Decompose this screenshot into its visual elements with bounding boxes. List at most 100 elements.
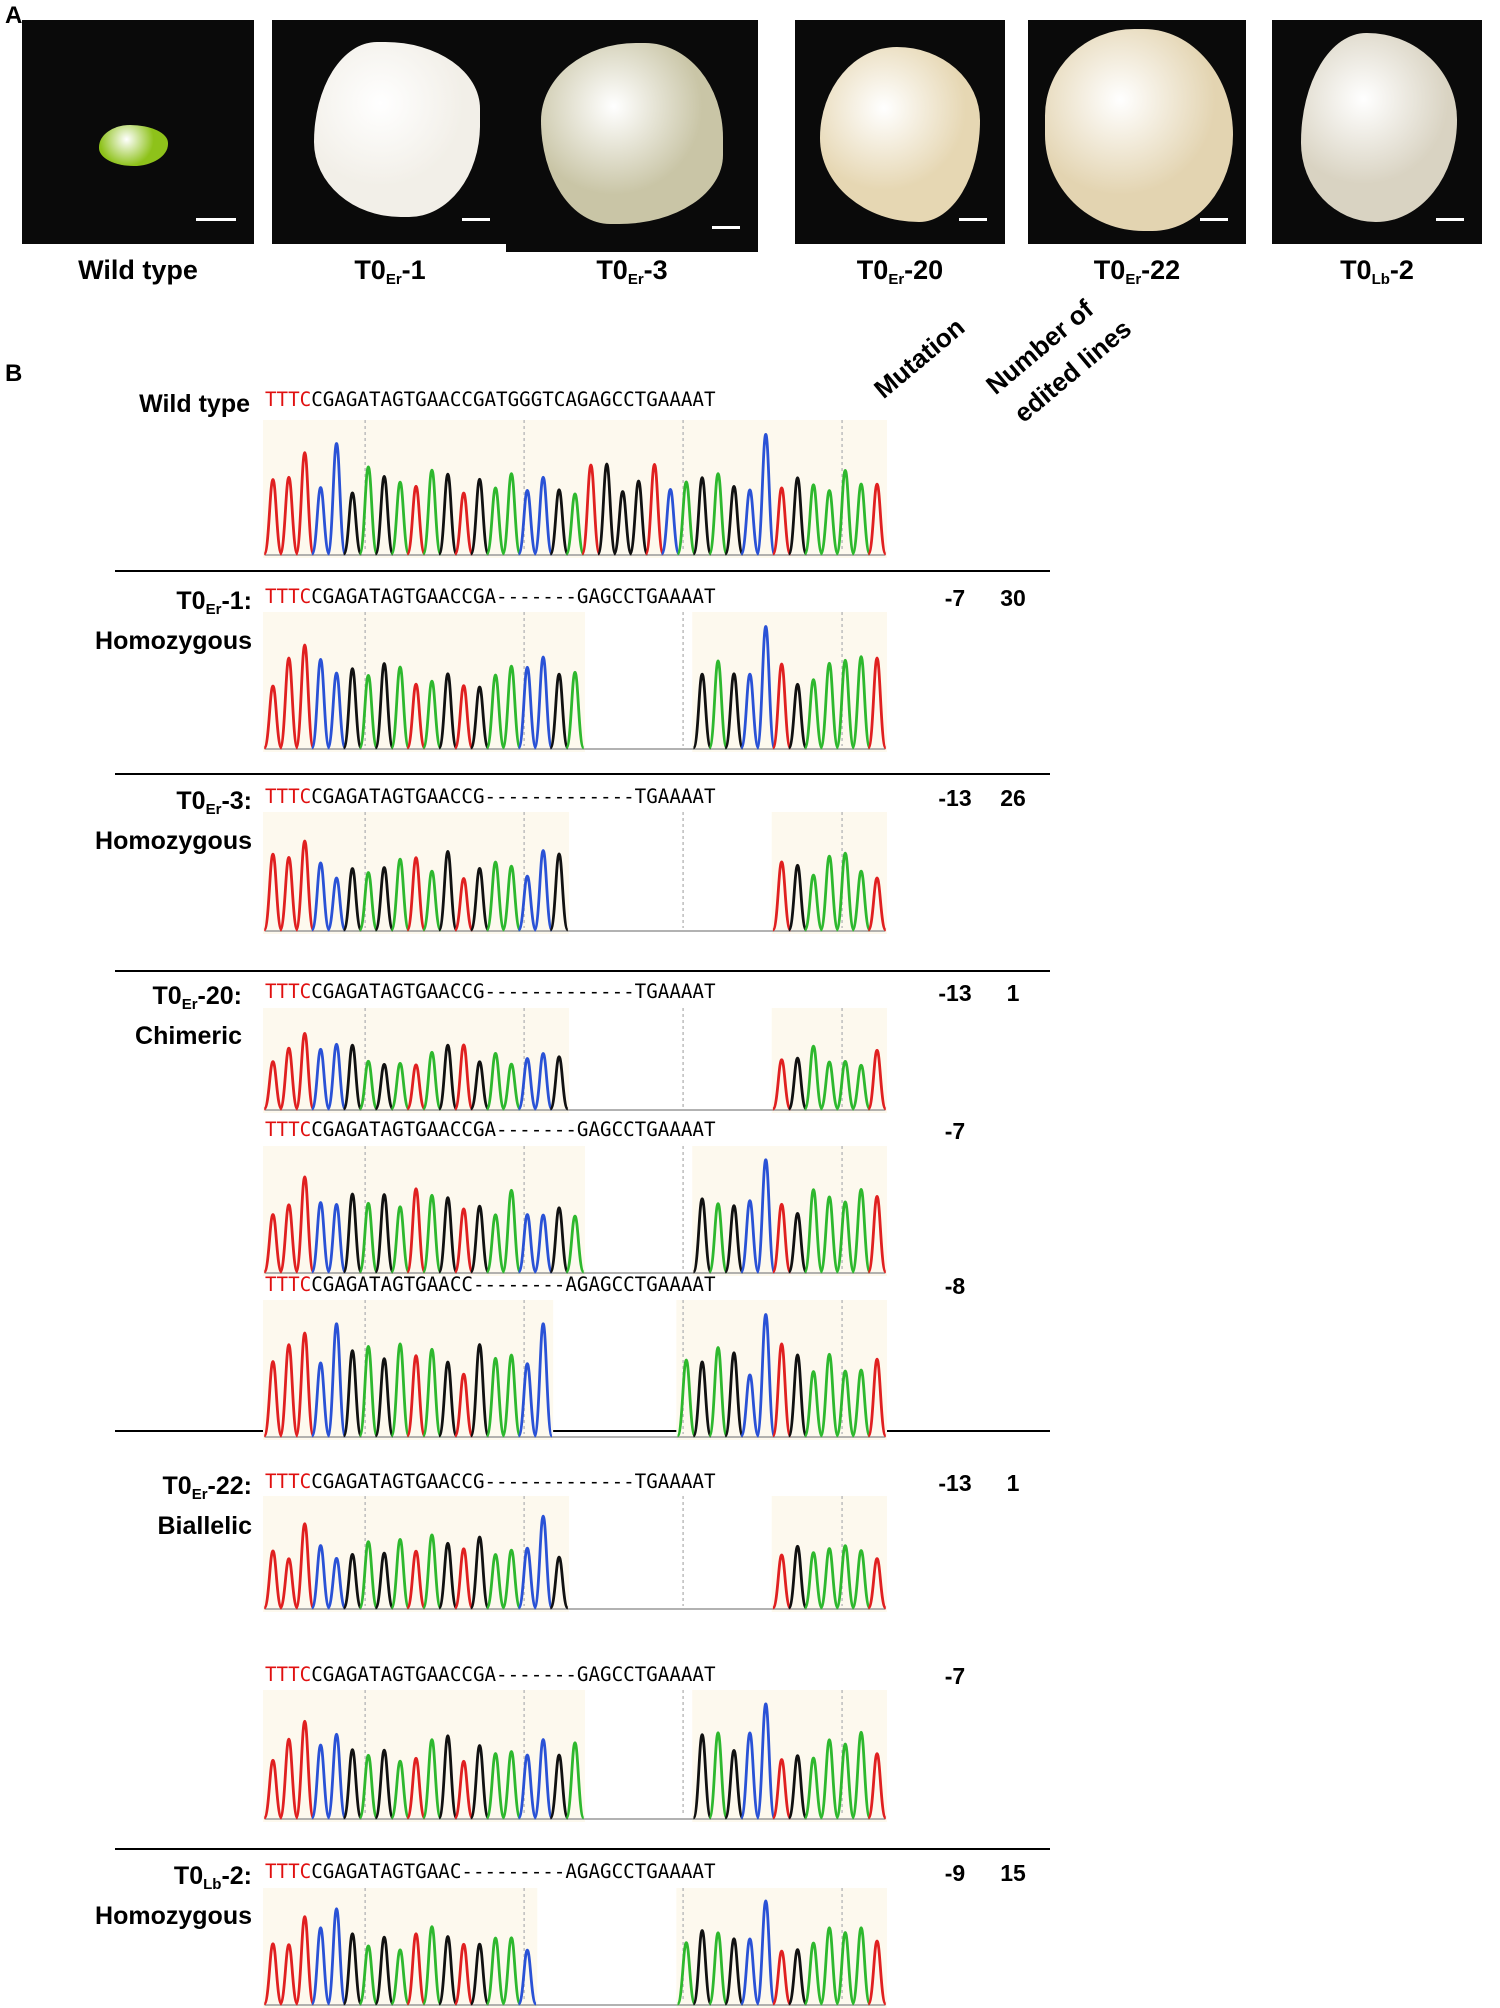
caption-subscript: Er xyxy=(385,271,402,288)
mutation-size-value: -7 xyxy=(944,585,966,611)
genotype-text: Biallelic xyxy=(157,1512,253,1540)
base-peak xyxy=(469,867,490,932)
scale-bar xyxy=(1200,218,1228,221)
base-peak xyxy=(262,684,284,750)
callus-tissue xyxy=(541,43,723,225)
base-peak xyxy=(469,1060,490,1111)
base-peak xyxy=(533,655,554,750)
photo-caption: T0Er-20 xyxy=(780,255,1020,288)
genotype-label: Homozygous xyxy=(95,623,252,659)
base-peak xyxy=(692,1733,713,1820)
sequence-line: TTTCCGAGATAGTGAACCGA-------GAGCCTGAAAAT xyxy=(265,1663,716,1686)
base-peak xyxy=(310,658,331,750)
base-peak xyxy=(533,1052,554,1111)
genotype-text: Homozygous xyxy=(95,827,252,855)
mutation-size-value: -7 xyxy=(944,1663,966,1689)
base-peak xyxy=(326,1557,347,1610)
base-peak xyxy=(469,1744,490,1820)
base-peak xyxy=(739,672,761,750)
sequence-bases: CGAGATAGTGAACCG-------------TGAAAAT xyxy=(311,980,716,1003)
genotype-text: Chimeric xyxy=(135,1022,242,1050)
base-peak xyxy=(819,1738,840,1820)
base-peak xyxy=(294,839,315,932)
base-peak xyxy=(485,673,506,750)
base-peak xyxy=(533,475,554,556)
genotype-text: Homozygous xyxy=(95,627,252,655)
base-peak xyxy=(739,1731,761,1820)
base-peak xyxy=(437,472,458,556)
base-peak xyxy=(564,1741,586,1820)
base-peak xyxy=(723,1204,745,1274)
base-peak xyxy=(517,665,538,750)
base-peak xyxy=(723,484,745,556)
base-peak xyxy=(326,876,347,932)
base-peak xyxy=(533,1322,554,1438)
base-peak xyxy=(866,1357,888,1438)
base-peak xyxy=(342,1043,363,1111)
base-peak xyxy=(310,1201,331,1274)
base-peak xyxy=(501,1062,522,1111)
caption-suffix: -3 xyxy=(643,255,668,285)
base-peak xyxy=(262,1758,284,1820)
base-peak xyxy=(517,1362,538,1438)
mutation-size-value: -9 xyxy=(944,1860,966,1886)
base-peak xyxy=(771,486,792,556)
base-peak xyxy=(835,1369,856,1438)
base-peak xyxy=(564,1214,586,1274)
base-peak xyxy=(739,488,761,556)
base-peak xyxy=(262,478,284,556)
edited-lines-count-value: 1 xyxy=(1006,1470,1020,1496)
base-peak xyxy=(707,1346,729,1438)
base-peak xyxy=(262,852,284,932)
base-peak xyxy=(294,1175,315,1274)
base-peak xyxy=(787,1056,808,1111)
base-peak xyxy=(787,682,808,750)
base-peak xyxy=(819,854,840,932)
base-peak xyxy=(326,1042,347,1111)
base-peak xyxy=(501,664,522,750)
sequence-line: TTTCCGAGATAGTGAACC--------AGAGCCTGAAAAT xyxy=(265,1273,716,1296)
trace-background xyxy=(771,812,887,934)
base-peak xyxy=(278,1343,299,1438)
photo-caption: T0Er-22 xyxy=(1017,255,1257,288)
base-peak xyxy=(771,1553,792,1610)
base-peak xyxy=(437,850,458,932)
base-peak xyxy=(803,1756,824,1820)
base-peak xyxy=(835,1742,856,1820)
base-peak xyxy=(278,475,299,556)
chromatogram-trace xyxy=(262,1146,888,1276)
base-peak xyxy=(787,1754,808,1820)
base-peak xyxy=(707,1202,729,1274)
pam-sequence: TTTC xyxy=(265,388,312,411)
base-peak xyxy=(421,1347,443,1438)
base-peak xyxy=(278,1046,299,1111)
group-label-main: T0 xyxy=(176,787,206,815)
base-peak xyxy=(755,625,776,750)
edited-lines-count: 26 xyxy=(978,785,1048,812)
group-label-suffix: -20: xyxy=(197,982,242,1010)
sequence-bases: CGAGATAGTGAACCG-------------TGAAAAT xyxy=(311,785,716,808)
base-peak xyxy=(628,479,649,556)
mutation-size: -13 xyxy=(920,1470,990,1497)
base-peak xyxy=(342,867,363,932)
genotype-label: Homozygous xyxy=(95,1898,252,1934)
photo-caption: T0Lb-2 xyxy=(1257,255,1497,288)
base-peak xyxy=(342,1349,363,1438)
base-peak xyxy=(835,851,856,932)
base-peak xyxy=(501,1353,522,1438)
base-peak xyxy=(866,1557,888,1610)
base-peak xyxy=(771,1758,792,1820)
base-peak xyxy=(517,874,538,932)
base-peak xyxy=(755,1313,776,1438)
caption-subscript: Er xyxy=(888,271,905,288)
base-peak xyxy=(723,672,745,750)
base-peak xyxy=(580,463,602,556)
scale-bar xyxy=(196,218,236,221)
sequence-bases: CGAGATAGTGAACCG-------------TGAAAAT xyxy=(311,1470,716,1493)
base-peak xyxy=(310,486,331,556)
callus-photo xyxy=(1272,20,1482,244)
base-peak xyxy=(405,1756,427,1820)
chromatogram-trace xyxy=(262,812,888,934)
base-peak xyxy=(358,465,379,556)
mutation-size: -8 xyxy=(920,1273,990,1300)
